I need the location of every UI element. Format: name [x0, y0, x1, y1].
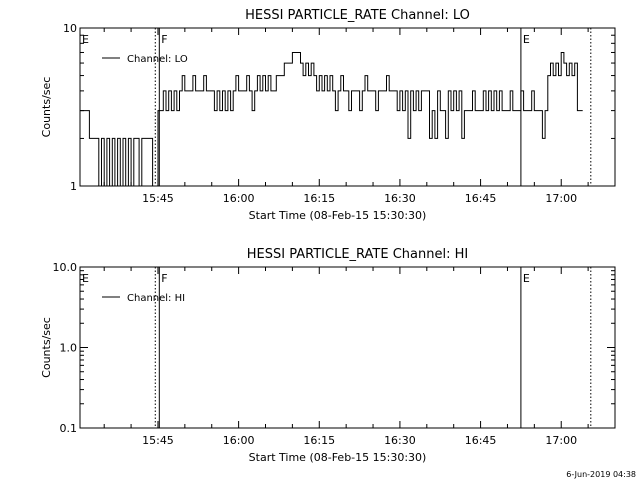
chart-0-x-tick-label: 16:15 — [303, 192, 335, 205]
chart-0-y-tick-label: 1 — [70, 180, 77, 193]
chart-1-x-tick-label: 17:00 — [545, 434, 577, 447]
chart-1-y-tick-label: 10.0 — [53, 261, 78, 274]
chart-1-x-tick-label: 16:30 — [384, 434, 416, 447]
chart-0-x-tick-label: 16:00 — [223, 192, 255, 205]
chart-0-y-axis-label: Counts/sec — [40, 77, 53, 138]
chart-1-x-tick-label: 16:00 — [223, 434, 255, 447]
chart-0-event-marker-label: E — [82, 33, 89, 46]
chart-1-title: HESSI PARTICLE_RATE Channel: HI — [247, 247, 468, 262]
lo-channel-chart: HESSI PARTICLE_RATE Channel: LO Counts/se… — [40, 8, 616, 222]
hi-channel-chart: HESSI PARTICLE_RATE Channel: HI Counts/se… — [40, 247, 616, 464]
chart-0-event-marker-label: E — [523, 33, 530, 46]
footer-timestamp: 6-Jun-2019 04:38 — [566, 470, 636, 479]
chart-1-x-tick-label: 16:45 — [465, 434, 497, 447]
chart-0-legend-entry: Channel: LO — [127, 54, 188, 65]
chart-1-plot-frame — [79, 266, 616, 429]
chart-0-x-tick-label: 17:00 — [545, 192, 577, 205]
chart-1-y-axis-label: Counts/sec — [40, 317, 53, 378]
chart-0-y-tick-label: 10 — [63, 22, 77, 35]
chart-1-event-marker-label: E — [82, 272, 89, 285]
chart-0-title: HESSI PARTICLE_RATE Channel: LO — [245, 8, 470, 23]
chart-1-x-tick-label: 15:45 — [142, 434, 174, 447]
chart-1-x-axis-label: Start Time (08-Feb-15 15:30:30) — [249, 451, 427, 464]
chart-0-x-axis-label: Start Time (08-Feb-15 15:30:30) — [249, 209, 427, 222]
chart-0-series-line — [80, 52, 583, 187]
chart-0-event-marker-label: F — [161, 33, 167, 46]
chart-1-x-tick-label: 16:15 — [303, 434, 335, 447]
chart-1-event-marker-label: E — [523, 272, 530, 285]
chart-1-y-tick-label: 1.0 — [60, 342, 78, 355]
chart-0-x-tick-label: 16:45 — [465, 192, 497, 205]
chart-0-x-tick-label: 16:30 — [384, 192, 416, 205]
chart-1-y-tick-label: 0.1 — [60, 422, 78, 435]
chart-0-x-tick-label: 15:45 — [142, 192, 174, 205]
chart-1-event-marker-label: F — [161, 272, 167, 285]
chart-1-legend-entry: Channel: HI — [127, 293, 185, 304]
